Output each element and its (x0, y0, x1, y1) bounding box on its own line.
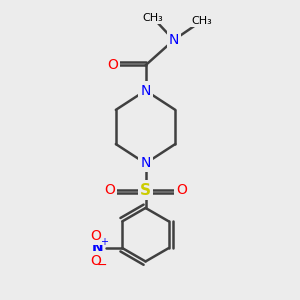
Text: N: N (140, 84, 151, 98)
Text: S: S (140, 183, 151, 198)
Text: +: + (100, 236, 108, 247)
Text: O: O (107, 58, 118, 72)
Text: N: N (169, 33, 179, 47)
Text: N: N (140, 156, 151, 170)
Text: CH₃: CH₃ (192, 16, 212, 26)
Text: −: − (97, 259, 107, 272)
Text: O: O (90, 229, 101, 243)
Text: O: O (90, 254, 101, 268)
Text: O: O (176, 183, 187, 197)
Text: O: O (104, 183, 115, 197)
Text: N: N (91, 241, 103, 255)
Text: CH₃: CH₃ (142, 13, 163, 23)
